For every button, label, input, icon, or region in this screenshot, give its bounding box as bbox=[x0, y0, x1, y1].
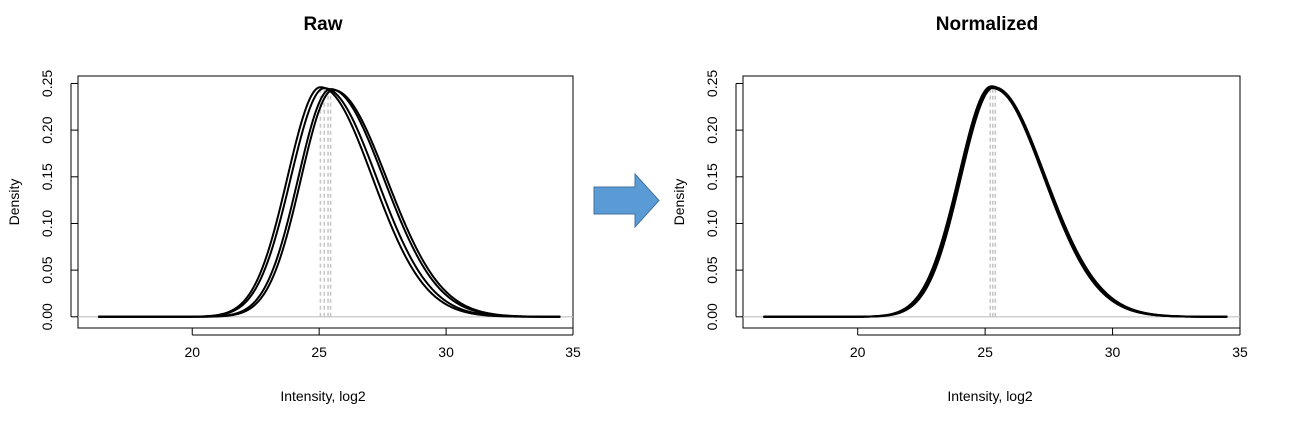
x-tick-label: 30 bbox=[1105, 344, 1121, 360]
y-axis-label: Density bbox=[6, 179, 22, 226]
x-tick-label: 20 bbox=[850, 344, 866, 360]
chart-0: Raw 20 25 30 35 0.00 0.05 0.10 0.15 0.20 0.25 Inten… bbox=[6, 14, 581, 404]
plot-frame bbox=[742, 75, 1241, 329]
x-tick-label: 35 bbox=[1232, 344, 1248, 360]
y-tick-label: 0.10 bbox=[704, 210, 720, 237]
x-tick-label: 35 bbox=[565, 344, 581, 360]
x-tick-label: 20 bbox=[184, 344, 200, 360]
x-tick-label: 25 bbox=[977, 344, 993, 360]
y-tick-label: 0.10 bbox=[39, 210, 55, 237]
y-tick-label: 0.15 bbox=[39, 163, 55, 190]
density-curve-3 bbox=[763, 87, 1228, 318]
y-tick-label: 0.25 bbox=[704, 70, 720, 97]
x-axis-label: Intensity, log2 bbox=[280, 388, 366, 404]
x-tick-label: 25 bbox=[311, 344, 327, 360]
chart-title: Normalized bbox=[936, 14, 1038, 35]
plot-frame bbox=[77, 75, 574, 329]
density-curve-0 bbox=[98, 86, 561, 318]
chart-1: Normalized 20 25 30 35 0.00 0.05 0.10 0.15 0.20 0.… bbox=[671, 14, 1248, 404]
x-axis-label: Intensity, log2 bbox=[947, 388, 1033, 404]
arrow-shape bbox=[593, 172, 660, 229]
y-tick-label: 0.20 bbox=[704, 116, 720, 143]
right-arrow-icon bbox=[593, 172, 660, 229]
y-tick-label: 0.15 bbox=[704, 163, 720, 190]
y-tick-label: 0.00 bbox=[39, 303, 55, 330]
y-axis-label: Density bbox=[671, 179, 687, 226]
y-tick-label: 0.05 bbox=[704, 256, 720, 283]
y-tick-label: 0.05 bbox=[39, 256, 55, 283]
density-curve-1 bbox=[98, 87, 561, 318]
y-tick-label: 0.25 bbox=[39, 70, 55, 97]
y-tick-label: 0.00 bbox=[704, 303, 720, 330]
plot-area bbox=[98, 86, 561, 318]
density-curve-3 bbox=[98, 89, 561, 318]
y-tick-label: 0.20 bbox=[39, 116, 55, 143]
plot-area bbox=[763, 85, 1228, 318]
chart-title: Raw bbox=[303, 14, 342, 35]
density-curve-2 bbox=[98, 88, 561, 318]
x-tick-label: 30 bbox=[438, 344, 454, 360]
